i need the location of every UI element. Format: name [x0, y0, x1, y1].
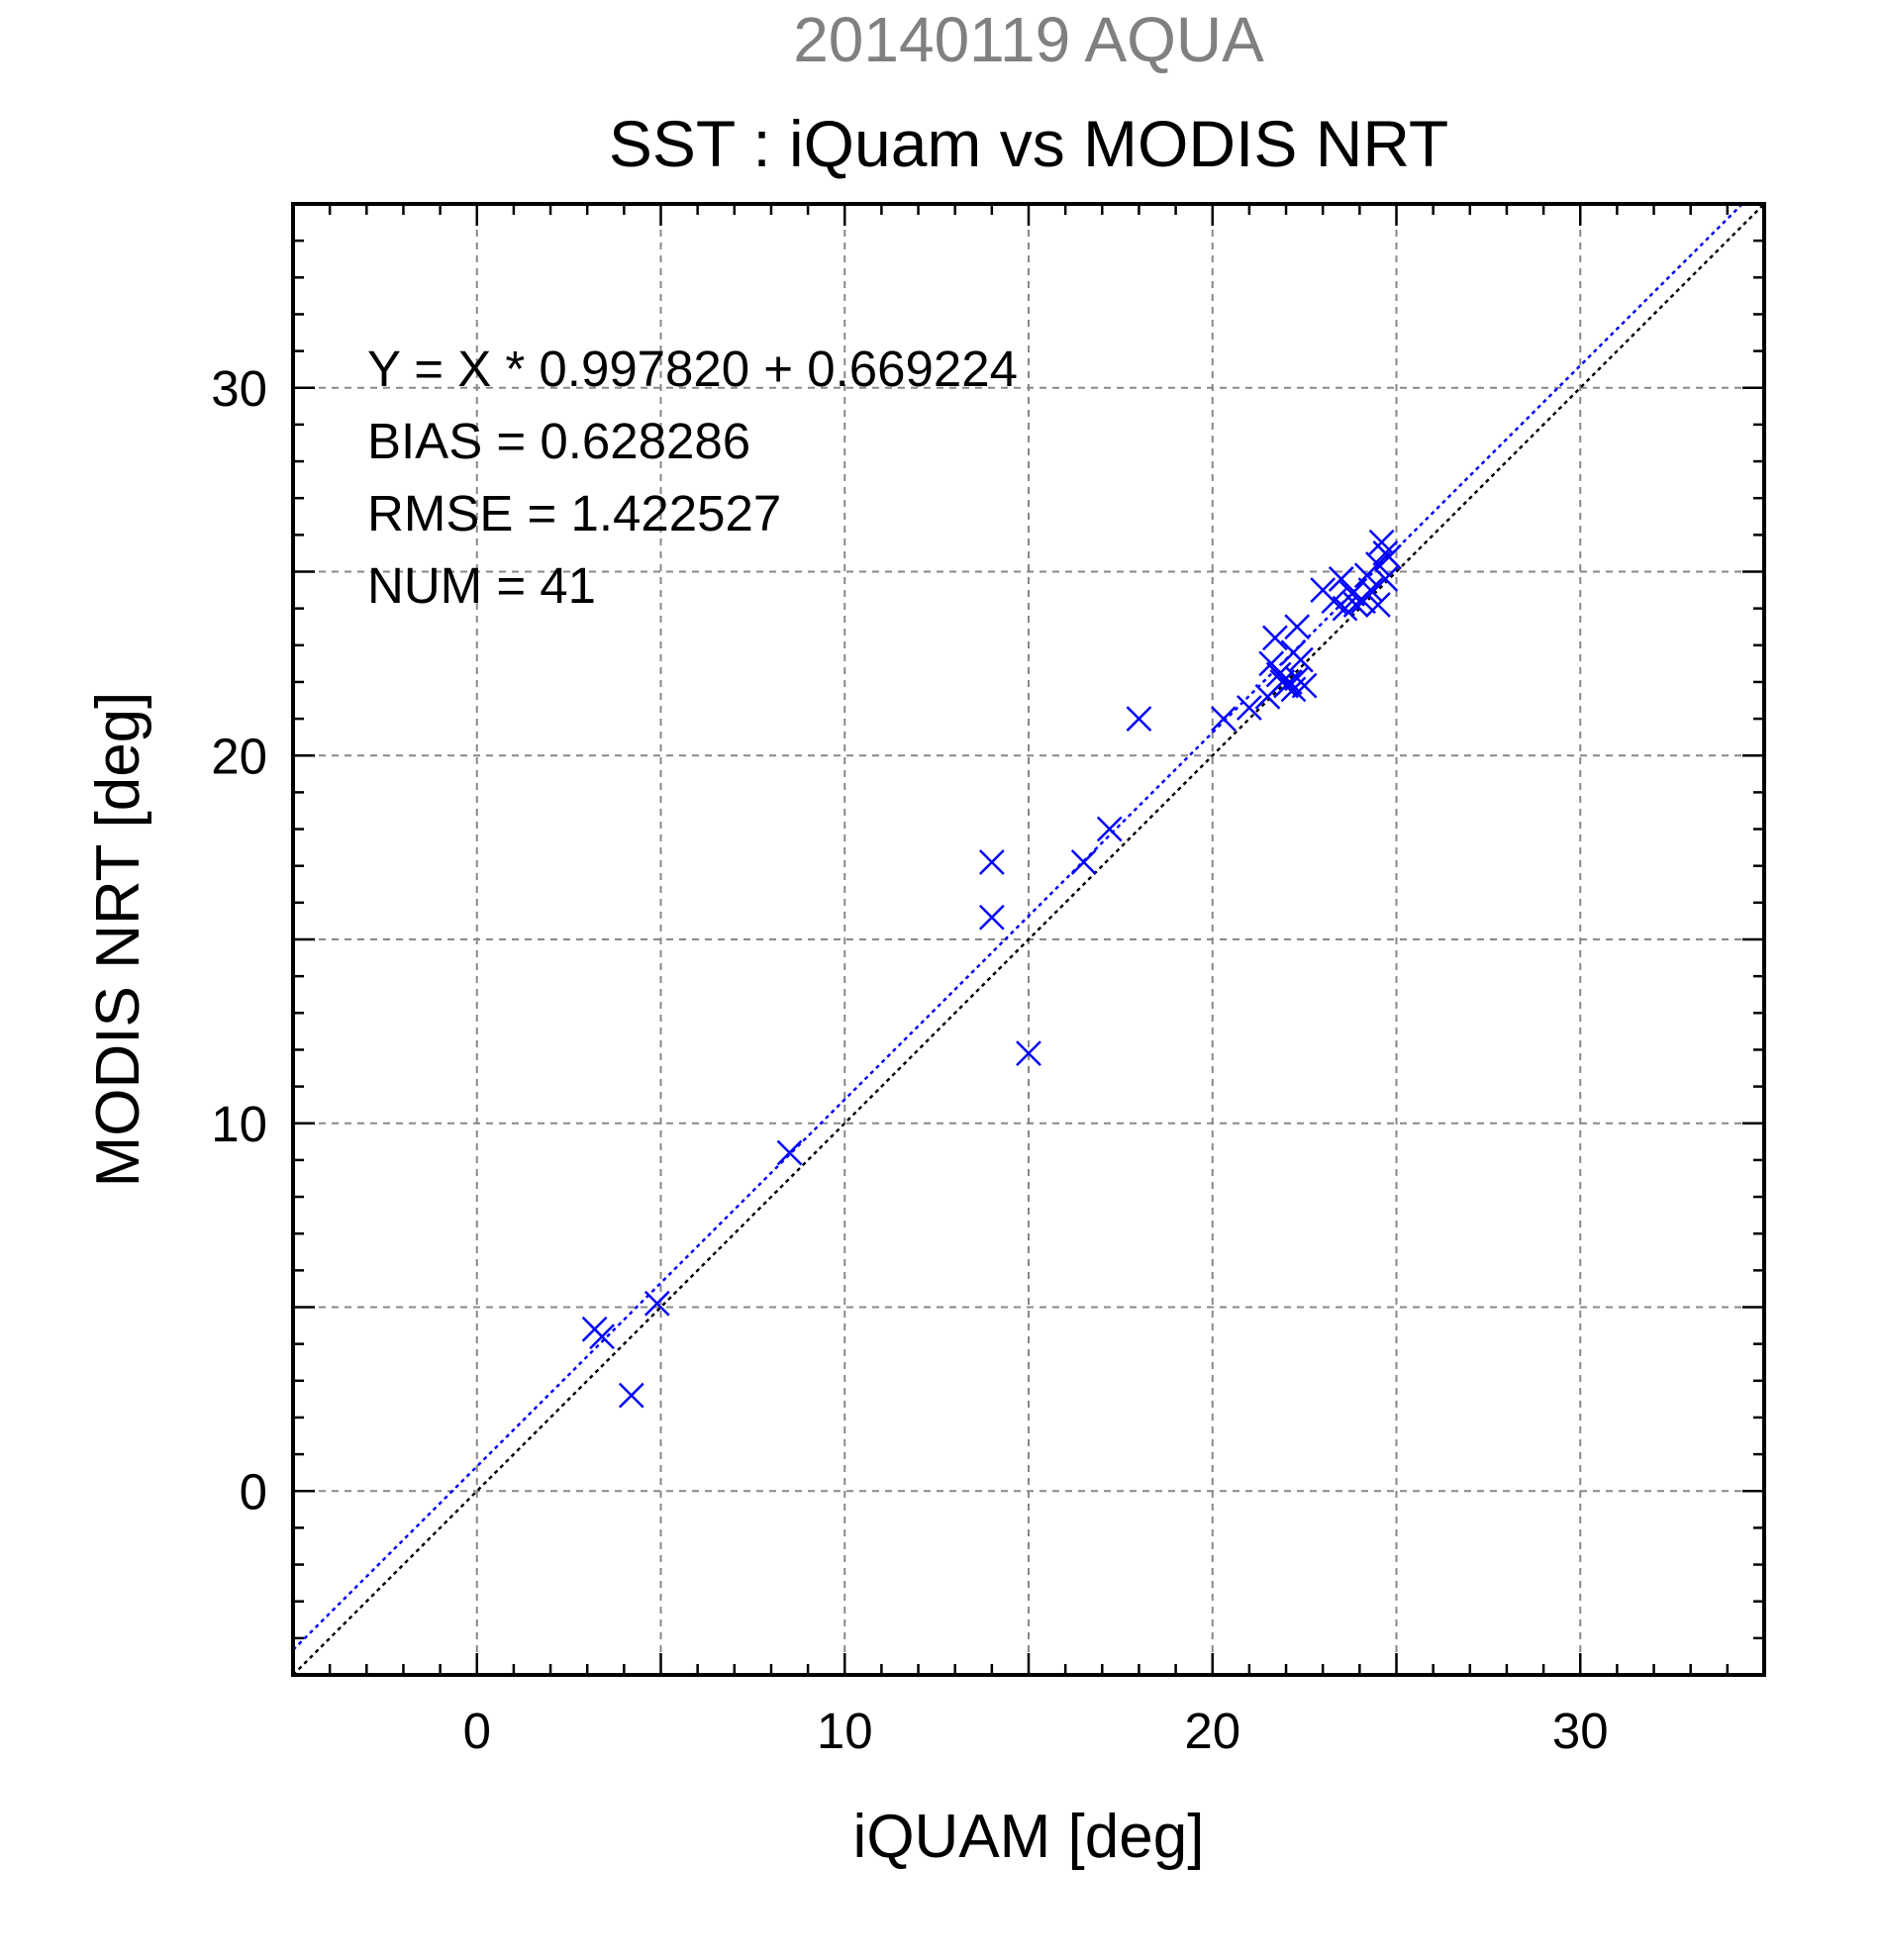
y-tick-label: 10: [211, 1096, 267, 1152]
grid-lines: [293, 204, 1764, 1675]
data-point: [1376, 543, 1402, 570]
stats-line: BIAS = 0.628286: [367, 413, 750, 469]
x-tick-label: 20: [1184, 1703, 1240, 1759]
reference-lines: [293, 204, 1764, 1675]
y-axis-label: MODIS NRT [deg]: [84, 692, 152, 1188]
stats-line: NUM = 41: [367, 557, 596, 614]
plot-frame: [291, 202, 1766, 1677]
x-tick-label: 0: [463, 1703, 491, 1759]
stats-line: Y = X * 0.997820 + 0.669224: [367, 341, 1018, 397]
x-tick-label: 10: [817, 1703, 873, 1759]
data-point: [1353, 562, 1380, 589]
data-point: [1211, 706, 1237, 732]
data-point: [1365, 592, 1391, 618]
data-point: [1237, 695, 1262, 721]
chart-title: SST : iQuam vs MODIS NRT: [609, 107, 1448, 180]
fit-line: [293, 204, 1744, 1651]
data-point: [589, 1323, 615, 1350]
fit-statistics: Y = X * 0.997820 + 0.669224 BIAS = 0.6282…: [367, 341, 1018, 614]
data-point: [776, 1139, 803, 1166]
x-axis-label: iQUAM [deg]: [853, 1803, 1205, 1871]
y-tick-label: 0: [240, 1463, 267, 1519]
data-point: [1350, 588, 1376, 615]
data-point: [1284, 614, 1311, 640]
data-point: [978, 904, 1005, 931]
data-point: [1096, 816, 1123, 842]
data-point: [1288, 646, 1314, 673]
data-point: [1321, 588, 1347, 615]
identity-line: [293, 204, 1764, 1675]
data-point: [978, 849, 1005, 875]
data-point: [618, 1382, 644, 1409]
y-tick-label: 20: [211, 728, 267, 784]
data-point: [1070, 849, 1097, 875]
data-point: [1291, 672, 1318, 699]
x-tick-label: 30: [1552, 1703, 1609, 1759]
data-point: [1262, 625, 1288, 651]
stats-line: RMSE = 1.422527: [367, 485, 781, 541]
data-point: [1276, 669, 1303, 695]
chart-subtitle: 20140119 AQUA: [793, 4, 1264, 75]
data-point: [1328, 566, 1354, 592]
data-point: [1126, 706, 1152, 732]
data-point: [1269, 669, 1296, 695]
y-tick-label: 30: [211, 360, 267, 417]
data-points: [581, 529, 1402, 1409]
data-point: [1016, 1040, 1041, 1067]
data-point: [1342, 592, 1369, 618]
data-point: [644, 1290, 670, 1317]
